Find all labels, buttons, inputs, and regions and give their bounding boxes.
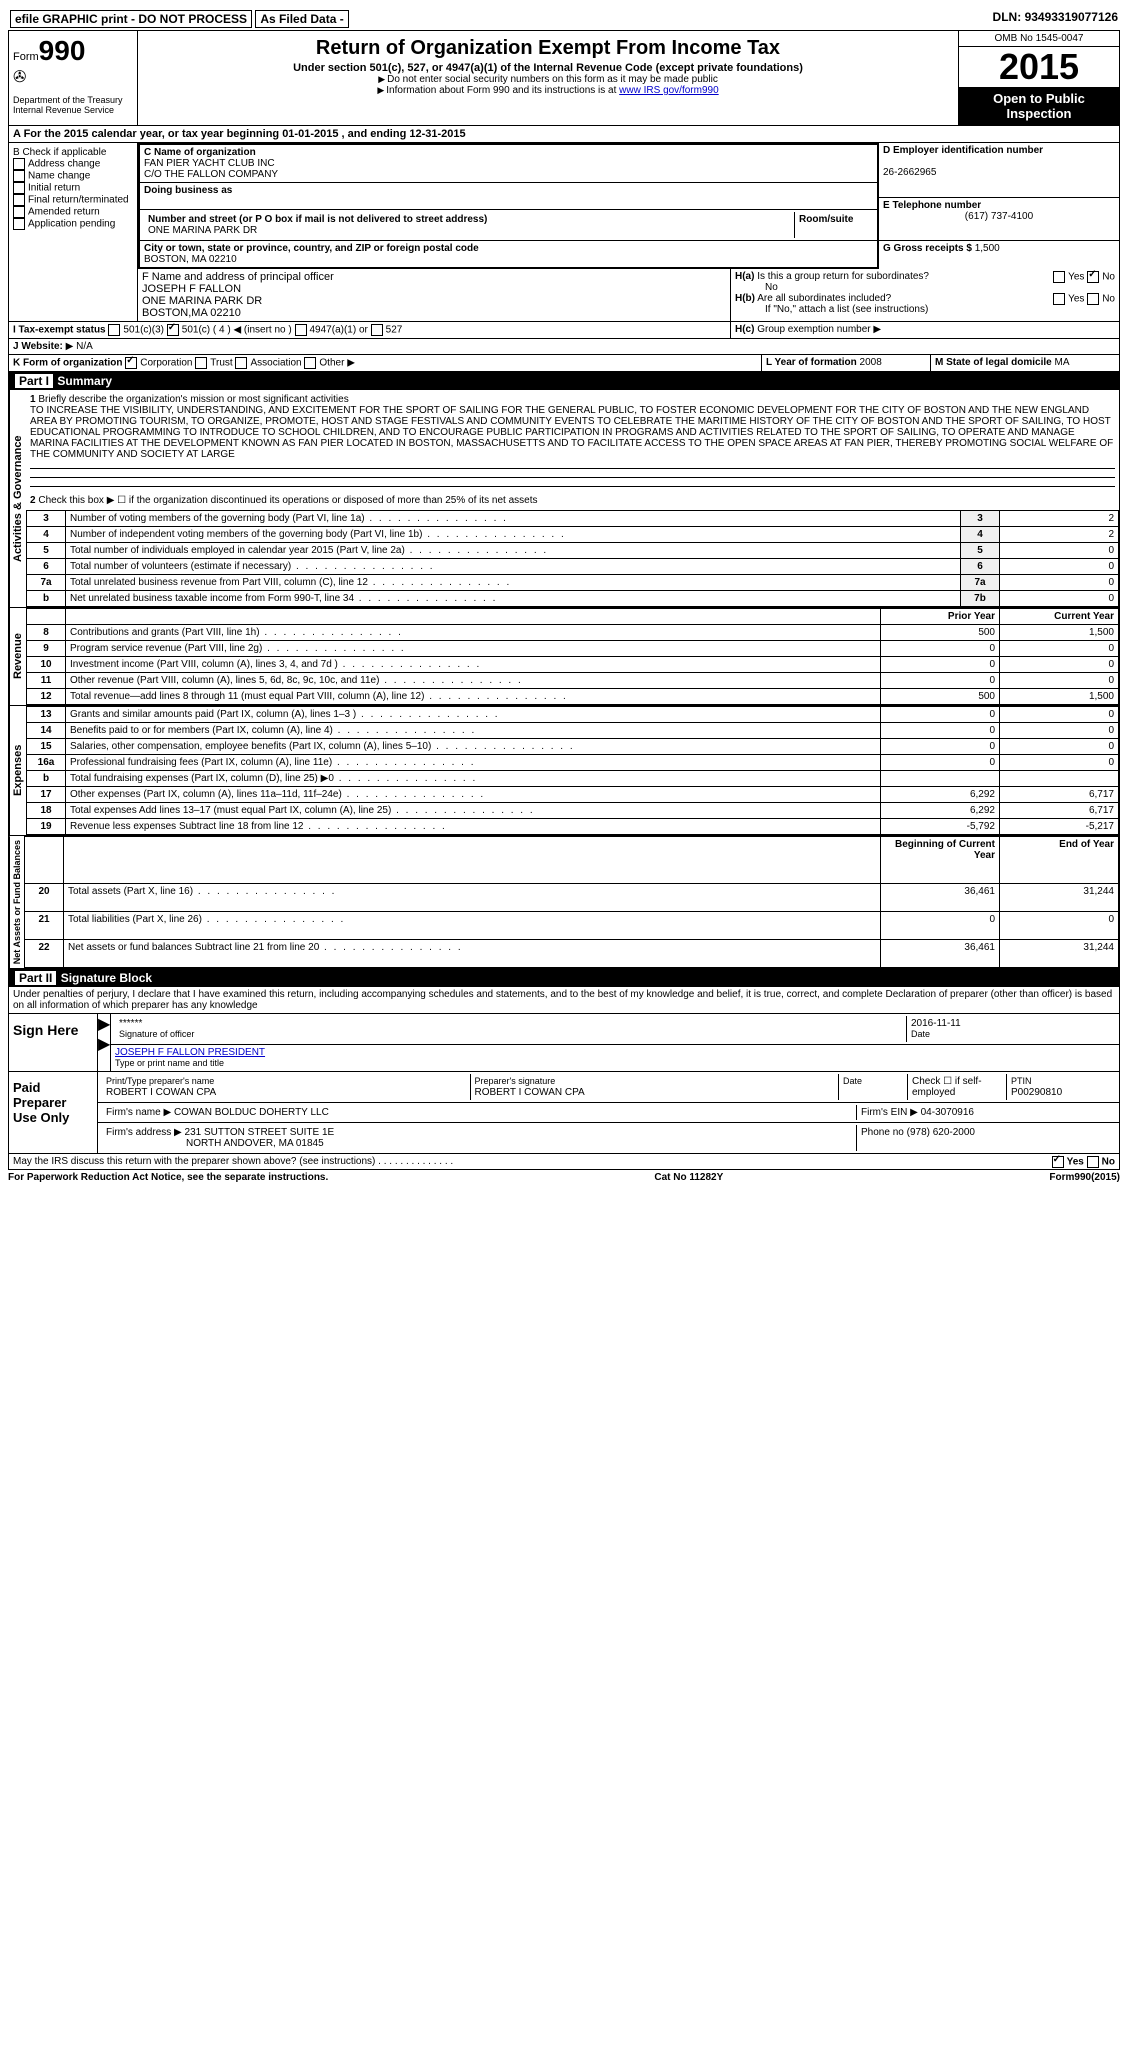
gross-value: 1,500 (975, 243, 1000, 254)
preparer-name: Print/Type preparer's nameROBERT I COWAN… (102, 1074, 471, 1100)
expenses-label: Expenses (9, 706, 26, 835)
officer-name: JOSEPH F FALLON (142, 283, 726, 295)
expenses-table: 13Grants and similar amounts paid (Part … (26, 706, 1119, 835)
pra-notice: For Paperwork Reduction Act Notice, see … (8, 1172, 328, 1183)
instructions-link: Information about Form 990 and its instr… (142, 85, 954, 96)
firm-address: Firm's address ▶ 231 SUTTON STREET SUITE… (102, 1125, 857, 1151)
form-header: Form990 ✇ Department of the Treasury Int… (8, 30, 1120, 126)
omb-number: OMB No 1545-0047 (959, 31, 1119, 47)
signature-block: Sign Here ▶▶ ******Signature of officer … (8, 1014, 1120, 1170)
street-label: Number and street (or P O box if mail is… (148, 214, 790, 225)
check-name-change[interactable]: Name change (13, 170, 133, 182)
org-care-of: C/O THE FALLON COMPANY (144, 169, 873, 180)
top-bar: efile GRAPHIC print - DO NOT PROCESS As … (8, 8, 1120, 30)
street-address: ONE MARINA PARK DR (148, 225, 790, 236)
prep-date: Date (839, 1074, 908, 1100)
asfiled-notice: As Filed Data - (255, 10, 348, 28)
identity-grid: B Check if applicable Address change Nam… (8, 143, 1120, 269)
net-assets-label: Net Assets or Fund Balances (9, 836, 24, 968)
paid-preparer-label: Paid Preparer Use Only (9, 1072, 98, 1153)
ssn-warning: Do not enter social security numbers on … (142, 74, 954, 85)
ein-label: D Employer identification number (883, 145, 1115, 156)
org-name-label: C Name of organization (144, 147, 873, 158)
website-row: J Website: ▶ N/A (9, 339, 1119, 354)
revenue-table: Prior YearCurrent Year 8Contributions an… (26, 608, 1119, 705)
phone-value: (617) 737-4100 (883, 211, 1115, 222)
discuss-with-preparer: May the IRS discuss this return with the… (9, 1154, 1119, 1169)
room-label: Room/suite (799, 214, 853, 225)
check-pending[interactable]: Application pending (13, 218, 133, 230)
signature-date: 2016-11-11Date (907, 1016, 1115, 1042)
firm-name: Firm's name ▶ COWAN BOLDUC DOHERTY LLC (102, 1105, 857, 1120)
officer-label: F Name and address of principal officer (142, 271, 726, 283)
check-amended[interactable]: Amended return (13, 206, 133, 218)
city-state-zip: BOSTON, MA 02210 (144, 254, 873, 265)
year-formation: L Year of formation 2008 (762, 355, 931, 371)
org-name: FAN PIER YACHT CLUB INC (144, 158, 873, 169)
gross-label: G Gross receipts $ (883, 243, 972, 254)
phone-label: E Telephone number (883, 200, 1115, 211)
form-title: Return of Organization Exempt From Incom… (142, 37, 954, 60)
efile-notice: efile GRAPHIC print - DO NOT PROCESS (10, 10, 252, 28)
preparer-signature: Preparer's signatureROBERT I COWAN CPA (471, 1074, 840, 1100)
officer-name-title: JOSEPH F FALLON PRESIDENTType or print n… (111, 1045, 1119, 1071)
mission-block: 1 Briefly describe the organization's mi… (26, 390, 1119, 510)
revenue-label: Revenue (9, 608, 26, 705)
dept-treasury: Department of the Treasury (13, 95, 133, 105)
form-id: Form990(2015) (1049, 1172, 1120, 1183)
self-employed-check: Check ☐ if self-employed (908, 1074, 1007, 1100)
officer-city: BOSTON,MA 02210 (142, 307, 726, 319)
part1-header: Part I Summary (8, 372, 1120, 390)
form-subtitle: Under section 501(c), 527, or 4947(a)(1)… (142, 62, 954, 74)
sign-here-label: Sign Here (9, 1014, 98, 1071)
tax-exempt-status: I Tax-exempt status 501(c)(3) 501(c) ( 4… (9, 322, 731, 338)
officer-street: ONE MARINA PARK DR (142, 295, 726, 307)
hb-subordinates: H(b) Are all subordinates included? Yes … (735, 293, 1115, 315)
public-inspection: Open to Public Inspection (959, 87, 1119, 125)
check-initial-return[interactable]: Initial return (13, 182, 133, 194)
dba-label: Doing business as (144, 185, 873, 196)
governance-table: 3Number of voting members of the governi… (26, 510, 1119, 607)
org-form-row: K Form of organization Corporation Trust… (9, 355, 762, 371)
ptin: PTINP00290810 (1007, 1074, 1115, 1100)
ha-group-return: H(a) Is this a group return for subordin… (735, 271, 1115, 293)
tax-year-range: A For the 2015 calendar year, or tax yea… (8, 126, 1120, 143)
city-label: City or town, state or province, country… (144, 243, 873, 254)
penalty-statement: Under penalties of perjury, I declare th… (8, 987, 1120, 1014)
net-assets-table: Beginning of Current YearEnd of Year 20T… (24, 836, 1119, 968)
form-number: Form990 (13, 35, 133, 67)
page-footer: For Paperwork Reduction Act Notice, see … (8, 1170, 1120, 1185)
governance-label: Activities & Governance (9, 390, 26, 607)
ein-value: 26-2662965 (883, 167, 1115, 178)
tax-year: 2015 (959, 47, 1119, 87)
catalog-number: Cat No 11282Y (654, 1172, 723, 1183)
irs-label: Internal Revenue Service (13, 105, 133, 115)
state-domicile: M State of legal domicile MA (931, 355, 1119, 371)
dln: DLN: 93493319077126 (993, 10, 1118, 24)
part2-header: Part II Signature Block (8, 969, 1120, 987)
hc-exemption: H(c) Group exemption number ▶ (731, 322, 1119, 338)
firm-ein: Firm's EIN ▶ 04-3070916 (857, 1105, 1115, 1120)
officer-signature: ******Signature of officer (115, 1016, 907, 1042)
section-b-title: B Check if applicable (13, 147, 133, 158)
check-address-change[interactable]: Address change (13, 158, 133, 170)
check-final-return[interactable]: Final return/terminated (13, 194, 133, 206)
firm-phone: Phone no (978) 620-2000 (857, 1125, 1115, 1151)
